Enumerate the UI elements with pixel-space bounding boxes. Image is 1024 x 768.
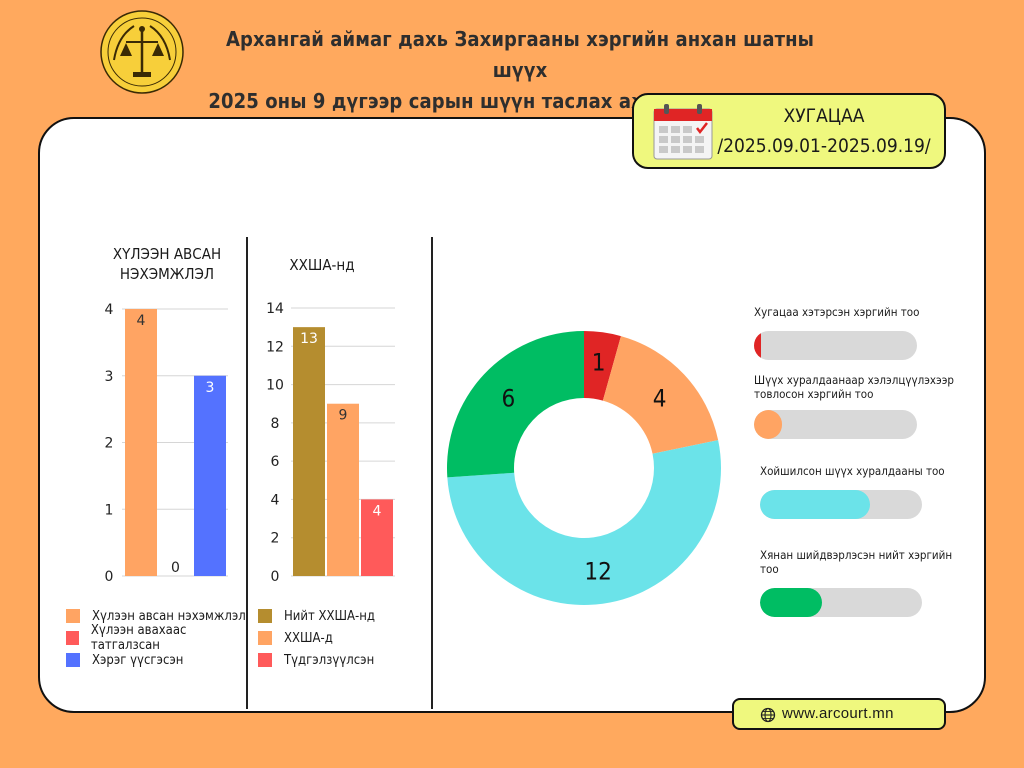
chart2-legend-item: ХХША-д [258,627,428,649]
chart1-legend-swatch [66,631,79,645]
stat-scheduled-fill [754,410,782,439]
donut-slice [602,336,719,454]
court-emblem-logo [100,10,184,94]
stat-overdue: Хугацаа хэтэрсэн хэргийн тоо [754,305,954,360]
chart1-ytick-label: 1 [105,502,114,518]
chart2-title: ХХША-нд [289,256,355,274]
donut-slice-label: 1 [592,349,606,377]
bar-chart-cases: 0 2 4 6 8 10 12 14 13 9 4 [266,301,395,585]
chart2-ytick-label: 0 [271,569,280,585]
period-range: /2025.09.01-2025.09.19/ [717,135,931,157]
chart2-legend-swatch [258,609,272,623]
divider-2 [431,237,433,709]
chart1-ytick-label: 0 [105,569,114,585]
chart1-legend-item: Хүлээн авсан нэхэмжлэл [66,605,246,627]
donut-slice-label: 12 [584,558,611,586]
chart1-legend-swatch [66,609,80,623]
stat-scheduled-label: Шүүх хуралдаанаар хэлэлцүүлэхээр товлосо… [754,373,954,401]
website-url[interactable]: www.arcourt.mn [782,705,894,722]
donut-slice-label: 6 [501,384,515,412]
bar-chart-received-claims: 0 1 2 3 4 4 0 3 [105,302,228,585]
period-box: ХУГАЦАА /2025.09.01-2025.09.19/ [632,93,946,169]
chart1-legend-item: Хүлээн авахаас татгалзсан [66,623,246,653]
donut-chart: 1 4 12 6 [447,331,721,605]
chart2-legend-swatch [258,631,272,645]
globe-icon [760,707,776,723]
chart2-bar [361,499,393,576]
chart1-legend: Хүлээн авсан нэхэмжлэл Хүлээн авахаас тат… [66,605,246,671]
chart2-legend-label: ХХША-д [284,630,333,646]
chart2-bar [293,327,325,576]
chart2-data-label: 13 [300,331,318,347]
donut-slice-label: 4 [653,384,667,412]
stat-postponed-fill [760,490,871,519]
stat-overdue-label: Хугацаа хэтэрсэн хэргийн тоо [754,305,920,319]
chart1-title: ХҮЛЭЭН АВСАН НЭХЭМЖЛЭЛ [112,245,222,283]
website-box[interactable]: www.arcourt.mn [732,698,946,730]
donut-slice [447,331,584,478]
stat-postponed: Хойшилсон шүүх хуралдааны тоо [760,464,960,519]
chart2-legend-label: Нийт ХХША-нд [284,608,376,624]
chart2-data-label: 9 [339,408,348,424]
chart1-legend-label: Хүлээн авахаас татгалзсан [90,623,187,653]
chart2-ytick-label: 8 [271,416,280,432]
chart1-data-label: 4 [137,313,146,329]
chart1-ytick-label: 4 [105,302,114,318]
period-label: ХУГАЦАА [783,105,865,127]
chart2-ytick-label: 6 [271,454,280,470]
donut-slice [447,440,721,605]
donut-slice [584,331,621,401]
chart2-legend-item: Түдгэлзүүлсэн [258,649,428,671]
stat-postponed-label: Хойшилсон шүүх хуралдааны тоо [760,464,945,478]
divider-1 [246,237,248,709]
chart2-legend-label: Түдгэлзүүлсэн [284,652,375,668]
chart1-legend-swatch [66,653,80,667]
chart2-ytick-label: 10 [266,378,284,394]
stat-scheduled: Шүүх хуралдаанаар хэлэлцүүлэхээр товлосо… [754,373,954,439]
stat-resolved: Хянан шийдвэрлэсэн нийт хэргийн тоо [760,548,960,617]
chart2-bar [327,403,359,576]
stat-resolved-label: Хянан шийдвэрлэсэн нийт хэргийн тоо [760,548,953,576]
chart2-ytick-label: 14 [266,301,284,317]
stat-overdue-fill [754,331,761,360]
chart2-legend-swatch [258,653,272,667]
chart2-ytick-label: 4 [271,492,280,508]
chart2-ytick-label: 2 [271,531,280,547]
stat-overdue-track [754,331,917,360]
stat-scheduled-track [754,410,917,439]
chart1-data-label: 3 [206,380,215,396]
chart2-legend-item: Нийт ХХША-нд [258,605,428,627]
stat-resolved-fill [760,588,822,617]
chart1-ytick-label: 3 [105,369,114,385]
chart1-ytick-label: 2 [105,436,114,452]
stat-resolved-track [760,588,922,617]
stat-postponed-track [760,490,922,519]
chart2-data-label: 4 [373,503,382,519]
chart1-legend-label: Хэрэг үүсгэсэн [92,652,184,668]
chart1-bar [125,309,157,576]
chart1-legend-label: Хүлээн авсан нэхэмжлэл [92,608,246,624]
chart1-bar [194,375,226,576]
chart2-legend: Нийт ХХША-нд ХХША-д Түдгэлзүүлсэн [258,605,428,671]
chart1-legend-item: Хэрэг үүсгэсэн [66,649,246,671]
chart1-data-label: 0 [171,560,180,576]
title-line-1: Архангай аймаг дахь Захиргааны хэргийн а… [225,27,815,82]
chart2-ytick-label: 12 [266,339,284,355]
calendar-icon [653,104,713,160]
